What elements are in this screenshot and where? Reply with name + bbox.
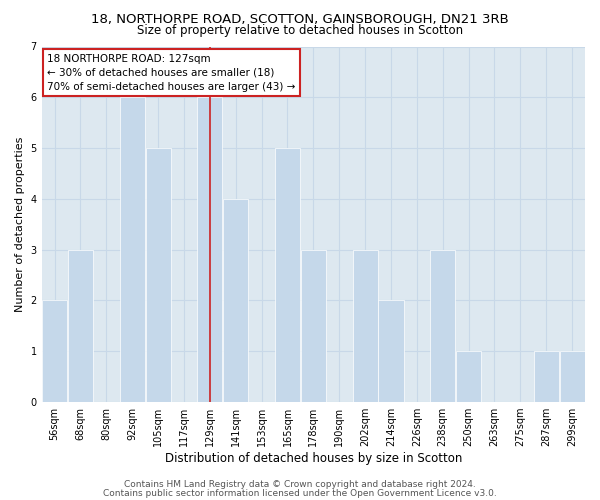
Text: Contains HM Land Registry data © Crown copyright and database right 2024.: Contains HM Land Registry data © Crown c… bbox=[124, 480, 476, 489]
Bar bbox=[533, 352, 559, 402]
Bar bbox=[301, 250, 326, 402]
Bar bbox=[275, 148, 300, 402]
Text: 18, NORTHORPE ROAD, SCOTTON, GAINSBOROUGH, DN21 3RB: 18, NORTHORPE ROAD, SCOTTON, GAINSBOROUG… bbox=[91, 12, 509, 26]
Text: Size of property relative to detached houses in Scotton: Size of property relative to detached ho… bbox=[137, 24, 463, 37]
X-axis label: Distribution of detached houses by size in Scotton: Distribution of detached houses by size … bbox=[164, 452, 462, 465]
Bar bbox=[353, 250, 377, 402]
Bar bbox=[379, 300, 404, 402]
Text: Contains public sector information licensed under the Open Government Licence v3: Contains public sector information licen… bbox=[103, 488, 497, 498]
Bar bbox=[197, 98, 223, 402]
Bar bbox=[42, 300, 67, 402]
Bar bbox=[68, 250, 93, 402]
Bar bbox=[560, 352, 584, 402]
Y-axis label: Number of detached properties: Number of detached properties bbox=[15, 136, 25, 312]
Bar bbox=[223, 199, 248, 402]
Bar bbox=[146, 148, 170, 402]
Bar bbox=[119, 98, 145, 402]
Bar bbox=[430, 250, 455, 402]
Text: 18 NORTHORPE ROAD: 127sqm
← 30% of detached houses are smaller (18)
70% of semi-: 18 NORTHORPE ROAD: 127sqm ← 30% of detac… bbox=[47, 54, 295, 92]
Bar bbox=[456, 352, 481, 402]
